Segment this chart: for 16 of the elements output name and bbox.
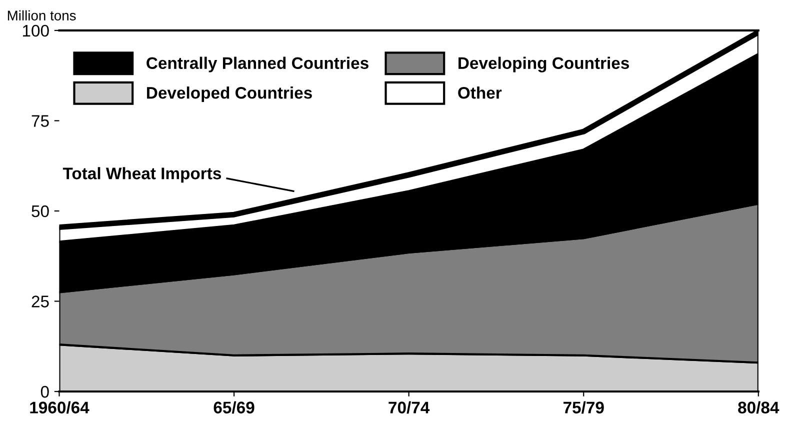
annotation: Total Wheat Imports (62, 167, 222, 183)
y-axis-title: Million tons (8, 10, 76, 20)
legend-label: Other (458, 86, 502, 99)
y-tick-label: 0 (40, 386, 49, 398)
y-tick-label: 75 (32, 115, 49, 127)
y-tick-label: 100 (22, 24, 49, 37)
x-tick-label: 75/79 (563, 401, 604, 414)
x-tick-label: 70/74 (388, 401, 430, 414)
legend-label: Developing Countries (458, 56, 629, 72)
legend-label: Developed Countries (147, 86, 312, 102)
x-tick-label: 80/84 (738, 401, 780, 414)
x-tick-label: 1960/64 (30, 401, 90, 414)
x-tick-label: 65/69 (214, 401, 254, 414)
legend-label: Centrally Planned Countries (146, 56, 368, 72)
y-tick-label: 25 (32, 296, 49, 308)
y-tick-label: 50 (32, 205, 49, 218)
